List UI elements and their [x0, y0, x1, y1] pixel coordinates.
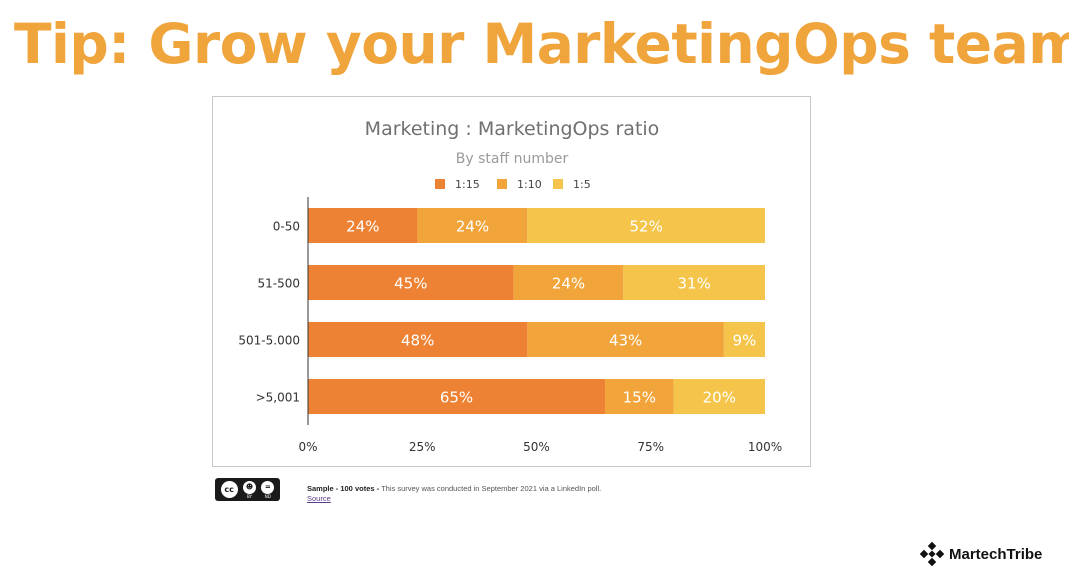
by-label: BY	[247, 493, 252, 499]
data-label: 65%	[440, 389, 473, 407]
stacked-bar-chart: Marketing : MarketingOps ratio By staff n…	[238, 118, 782, 454]
bar-segment	[308, 379, 606, 414]
creative-commons-badge[interactable]: cc ☻ BY = ND	[215, 478, 280, 501]
legend-swatch-2	[497, 179, 507, 189]
legend-swatch-1	[435, 179, 445, 189]
bar-segment	[623, 265, 765, 300]
cc-icon: cc	[220, 481, 238, 498]
category-label: 0-50	[273, 220, 300, 234]
chart-frame: Marketing : MarketingOps ratio By staff n…	[212, 96, 811, 467]
nd-icon: =	[261, 480, 275, 494]
sample-note-bold: Sample - 100 votes -	[307, 484, 380, 493]
bar-segment	[308, 265, 514, 300]
sample-note: Sample - 100 votes - This survey was con…	[307, 484, 601, 493]
data-label: 45%	[394, 275, 427, 293]
data-label: 20%	[703, 389, 736, 407]
chart-title: Marketing : MarketingOps ratio	[365, 118, 660, 140]
category-label: >5,001	[256, 391, 300, 405]
bar-segment	[723, 322, 765, 357]
data-label: 43%	[609, 332, 642, 350]
bar-segment	[605, 379, 674, 414]
x-tick-label: 0%	[298, 440, 317, 454]
legend-label: 1:10	[517, 178, 542, 191]
bar-segment	[417, 208, 528, 243]
category-label: 51-500	[257, 277, 300, 291]
bar-segment	[527, 322, 724, 357]
chart-subtitle: By staff number	[456, 151, 569, 167]
category-label: 501-5.000	[238, 334, 300, 348]
source-link[interactable]: Source	[307, 494, 331, 503]
martechtribe-logo-icon	[920, 542, 944, 566]
nd-label: ND	[264, 493, 271, 499]
slide-title: Tip: Grow your MarketingOps team	[14, 12, 1069, 76]
x-tick-label: 25%	[409, 440, 436, 454]
bar-segment	[308, 322, 528, 357]
bar-segment	[673, 379, 765, 414]
x-tick-label: 100%	[748, 440, 782, 454]
legend-swatch-3	[553, 179, 563, 189]
bar-segment	[513, 265, 624, 300]
data-label: 52%	[630, 218, 663, 236]
bar-segment	[308, 208, 418, 243]
sample-note-text: This survey was conducted in September 2…	[379, 484, 602, 493]
data-label: 9%	[733, 332, 757, 350]
data-label: 24%	[552, 275, 585, 293]
by-icon: ☻	[242, 480, 256, 494]
logo-text: MartechTribe	[949, 545, 1043, 563]
x-tick-label: 75%	[637, 440, 664, 454]
x-tick-label: 50%	[523, 440, 550, 454]
data-label: 48%	[401, 332, 434, 350]
legend-label: 1:5	[573, 178, 591, 191]
data-label: 31%	[677, 275, 710, 293]
data-label: 24%	[346, 218, 379, 236]
data-label: 15%	[623, 389, 656, 407]
martechtribe-logo: MartechTribe	[920, 542, 1042, 566]
legend-label: 1:15	[455, 178, 480, 191]
data-label: 24%	[456, 218, 489, 236]
bar-segment	[527, 208, 765, 243]
